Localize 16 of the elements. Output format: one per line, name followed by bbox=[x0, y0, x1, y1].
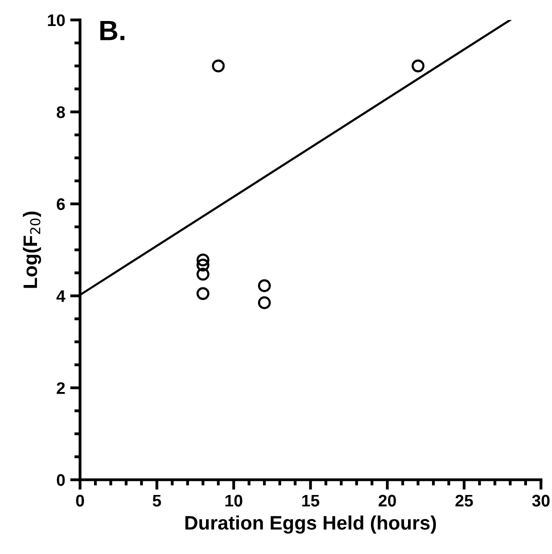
y-axis-title: Log(F$_{20}$) bbox=[22, 212, 42, 288]
x-tick-label: 30 bbox=[532, 494, 550, 507]
x-tick-label: 10 bbox=[225, 494, 242, 507]
chart-title: B. bbox=[100, 20, 124, 40]
y-tick-label: 0 bbox=[56, 474, 65, 486]
y-tick-label: 2 bbox=[56, 382, 65, 394]
x-tick-label: 0 bbox=[76, 494, 84, 507]
y-tick-label: 4 bbox=[56, 290, 66, 302]
y-tick-label: 8 bbox=[56, 106, 65, 118]
x-tick-label: 20 bbox=[378, 494, 396, 507]
x-tick-label: 15 bbox=[302, 494, 320, 507]
x-tick-label: 25 bbox=[455, 494, 473, 507]
y-tick-label: 6 bbox=[56, 198, 65, 210]
y-tick-label: 10 bbox=[48, 14, 65, 26]
x-axis-title: Duration Eggs Held (hours) bbox=[185, 515, 436, 534]
x-tick-label: 5 bbox=[152, 494, 162, 507]
